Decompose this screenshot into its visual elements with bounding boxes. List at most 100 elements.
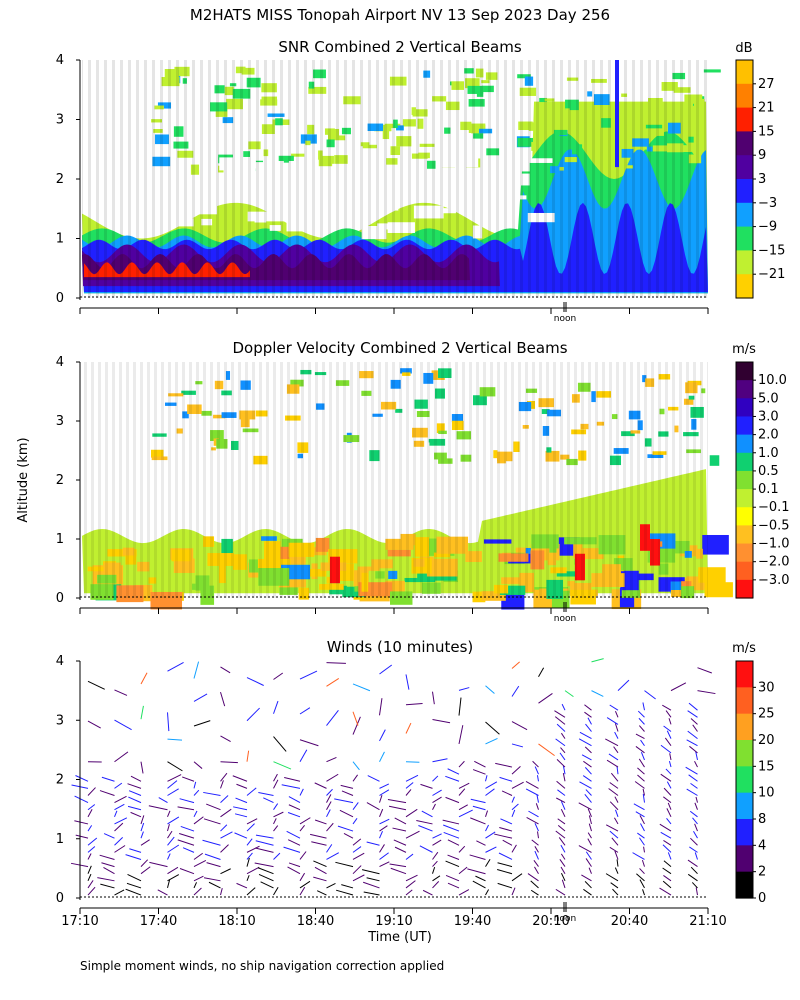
wind-barb: [635, 733, 645, 740]
wind-barb: [527, 873, 539, 882]
wind-barb: [614, 723, 619, 732]
wind-barb: [447, 768, 460, 775]
wind-barb: [394, 817, 407, 825]
wind-barb: [692, 817, 698, 825]
wind-barb: [236, 783, 248, 789]
wind-barb: [379, 789, 390, 796]
wind-barb: [390, 867, 407, 875]
doppler-colorbar-swatch: [736, 561, 753, 581]
wind-barb: [204, 853, 221, 860]
wind-barb: [246, 750, 250, 762]
wind-barb: [666, 730, 672, 739]
wind-barb: [405, 830, 420, 839]
wind-barb: [167, 853, 171, 860]
wind-barb: [642, 889, 645, 896]
doppler-colorbar-swatch: [736, 470, 753, 490]
wind-barb: [666, 818, 672, 825]
wind-barb: [614, 817, 619, 825]
wind-barb: [130, 775, 142, 782]
wind-barb: [445, 796, 460, 804]
wind-barb: [206, 803, 221, 811]
wind-barb: [688, 702, 698, 711]
wind-barb: [663, 796, 672, 804]
wind-barb: [299, 880, 311, 889]
wind-barb: [255, 847, 274, 853]
wind-barb: [511, 781, 524, 789]
wind-barb: [220, 824, 228, 832]
wind-barb: [497, 869, 513, 875]
wind-barb: [531, 839, 539, 846]
wind-barb: [612, 888, 619, 896]
wind-barb: [511, 685, 520, 697]
wind-barb: [694, 823, 698, 832]
wind-barb: [220, 666, 231, 674]
wind-barb: [167, 810, 171, 818]
x-tick-label: 17:10: [61, 914, 98, 929]
wind-barb: [311, 841, 327, 846]
wind-barb: [659, 887, 672, 896]
wind-barb: [379, 861, 390, 868]
wind-barb: [511, 743, 524, 748]
wind-barb: [180, 825, 195, 832]
wind-barb: [432, 775, 439, 782]
wind-barb: [614, 711, 619, 718]
wind-barb: [361, 869, 380, 875]
wind-barb: [140, 761, 144, 774]
wind-barb: [352, 802, 359, 811]
wind-barb: [405, 880, 416, 889]
wind-barb: [167, 866, 179, 875]
wind-barb: [560, 808, 566, 818]
wind-barb: [341, 884, 354, 889]
wind-barb: [689, 846, 698, 853]
wind-barb: [157, 889, 168, 896]
wind-barb: [556, 797, 566, 804]
wind-barb: [255, 840, 274, 846]
wind-barb: [584, 793, 592, 803]
wind-barb: [140, 822, 145, 832]
wind-barb: [432, 866, 436, 874]
wind-barb: [379, 808, 384, 818]
wind-barb: [100, 883, 115, 889]
wind-barb: [310, 833, 327, 839]
wind-barb: [432, 833, 442, 839]
wind-barb: [556, 723, 566, 732]
wind-barb: [660, 744, 672, 754]
wind-barb: [379, 852, 389, 860]
wind-barb: [642, 793, 645, 803]
wind-barb: [97, 877, 115, 882]
doppler-colorbar-label: −2.0: [758, 555, 790, 570]
wind-barb: [177, 806, 195, 811]
snr-streak: [615, 60, 619, 168]
snr-axes: 0 1 2 3 4 noon: [56, 53, 709, 324]
wind-barb: [87, 880, 94, 889]
wind-barb: [578, 845, 592, 853]
wind-barb: [140, 859, 149, 867]
wind-barb: [695, 796, 698, 803]
wind-barb: [557, 824, 566, 832]
wind-barb: [458, 760, 465, 768]
doppler-panel: Doppler Velocity Combined 2 Vertical Bea…: [56, 339, 790, 624]
wind-barb: [639, 868, 645, 875]
wind-barb: [167, 780, 178, 789]
wind-barb: [560, 873, 566, 882]
wind-barb: [283, 846, 301, 853]
wind-barb: [288, 862, 301, 868]
wind-barb: [458, 725, 464, 745]
wind-barb: [299, 817, 311, 825]
wind-barb: [74, 795, 89, 804]
x-tick-label: 18:10: [218, 914, 255, 929]
snr-colorbar-swatch: [736, 131, 753, 156]
wind-barb: [605, 824, 619, 832]
snr-y-tick-label: 3: [56, 113, 64, 128]
wind-barb: [526, 817, 539, 825]
doppler-colorbar-label: 0.5: [758, 464, 779, 479]
wind-barb: [75, 775, 89, 782]
wind-barb: [87, 804, 96, 811]
doppler-patch: [709, 455, 720, 466]
wind-barb: [687, 710, 698, 718]
snr-colorbar-label: −15: [758, 243, 785, 258]
wind-barb: [498, 852, 513, 860]
wind-barb: [314, 782, 327, 789]
wind-barb: [232, 775, 248, 782]
wind-barb: [485, 810, 489, 817]
